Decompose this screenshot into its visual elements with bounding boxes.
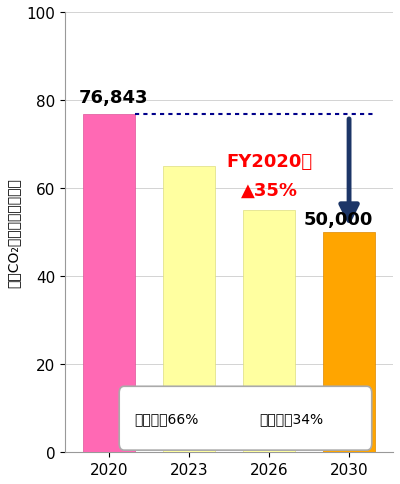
Bar	[163, 166, 215, 453]
Text: ▲35%: ▲35%	[240, 182, 298, 200]
Bar	[243, 211, 295, 453]
Text: FY2020比: FY2020比	[226, 153, 312, 171]
Bar	[83, 115, 135, 453]
Text: 50,000: 50,000	[304, 211, 374, 228]
Text: 76,843: 76,843	[79, 89, 148, 107]
Text: 直接排出66%: 直接排出66%	[134, 411, 199, 425]
Y-axis label: 国内CO₂排出量（千トン）: 国内CO₂排出量（千トン）	[7, 178, 21, 287]
FancyBboxPatch shape	[119, 387, 372, 450]
Bar	[323, 233, 375, 453]
Text: 間接排出34%: 間接排出34%	[259, 411, 324, 425]
